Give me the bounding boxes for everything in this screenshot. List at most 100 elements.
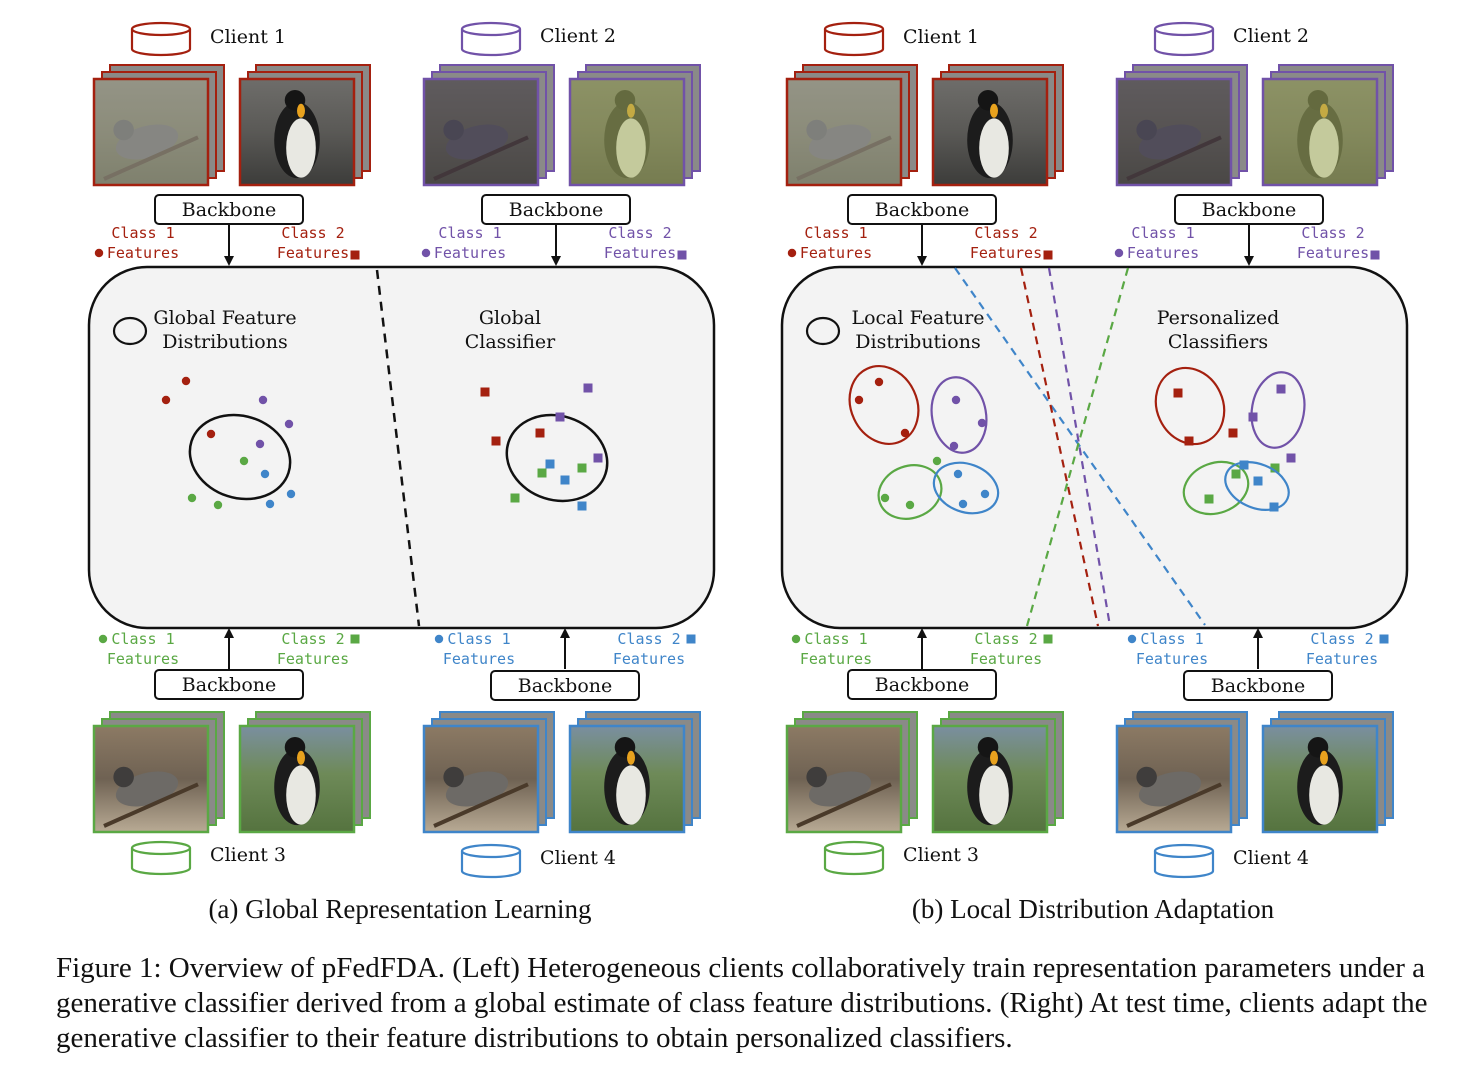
- panel-b-client-4-features-class2-marker: [1379, 634, 1389, 644]
- cylinder-top: [130, 21, 192, 37]
- global-feature-ellipse: [188, 413, 292, 501]
- panel-a-client-3-features-class2-title: Class 2: [281, 630, 344, 648]
- figure-caption: Figure 1: Overview of pFedFDA. (Left) He…: [56, 951, 1456, 1056]
- backbone-label: Backbone: [518, 675, 613, 697]
- personal-ellipse-blue: [1224, 461, 1290, 511]
- panel-a-client-4-features-class2-sub: Features: [613, 650, 685, 668]
- panel-a-client-1-features-class2-marker: [350, 250, 360, 260]
- panel-a-client-2-features-class2-title: Class 2: [608, 224, 671, 242]
- panel-b-client-4-features-class2-sub: Features: [1306, 650, 1378, 668]
- panel-a-client-2-features-class1-title: Class 1: [438, 224, 501, 242]
- panel-b-client-2-features-class1-title: Class 1: [1131, 224, 1194, 242]
- panel-b-client-1-features-class2-marker: [1043, 250, 1053, 260]
- panel-b-client-1-features-class2-sub: Features: [970, 244, 1042, 262]
- penguin-patch-shape: [297, 750, 305, 765]
- personal-prototype-point: [1253, 476, 1263, 486]
- panel-a-client-2-name: Client 2: [540, 25, 616, 47]
- image-frame: [568, 77, 686, 187]
- image-frame: [931, 77, 1049, 187]
- feature-point: [187, 493, 197, 503]
- image-frame: [92, 724, 210, 834]
- panel-a-client-4-image-2: [568, 711, 701, 834]
- local-feature-point: [874, 377, 884, 387]
- panel-b-client-1-features-class1-sub: Features: [800, 244, 872, 262]
- image-frame: [1115, 724, 1233, 834]
- panel-b-client-2-name: Client 2: [1233, 25, 1309, 47]
- panel-a-client-2-image-1: [422, 64, 555, 187]
- panel-a-client-1-database-icon: [130, 21, 192, 57]
- feature-point: [265, 499, 275, 509]
- cylinder-body: [823, 29, 885, 57]
- feature-point: [181, 376, 191, 386]
- panel-a-client-4-features-class2-marker: [686, 634, 696, 644]
- local-feature-point: [953, 469, 963, 479]
- panel-b-region: [780, 265, 1409, 630]
- penguin-patch-shape: [990, 750, 998, 765]
- panel-a-client-2-features-class2-marker: [677, 250, 687, 260]
- feature-point: [260, 469, 270, 479]
- local-feature-point: [854, 395, 864, 405]
- class-prototype-point: [560, 475, 570, 485]
- penguin-patch-shape: [627, 750, 635, 765]
- adaptation-line-purple: [1047, 267, 1112, 627]
- class-prototype-point: [577, 463, 587, 473]
- panel-b-client-1-image-1: [785, 64, 918, 187]
- cylinder-body: [1153, 29, 1215, 57]
- class-prototype-point: [593, 453, 603, 463]
- client-tint-overlay: [424, 79, 538, 185]
- panel-b-client-4-image-1: [1115, 711, 1248, 834]
- branch-shape: [103, 782, 199, 828]
- panel-a-client-3-features-class2-marker: [350, 634, 360, 644]
- class-prototype-point: [537, 468, 547, 478]
- panel-b-left-title-1: Local Feature: [851, 307, 984, 329]
- panel-a-client-2-features-class2-sub: Features: [604, 244, 676, 262]
- panel-a-client-1-features-class1-marker: [94, 248, 104, 258]
- personal-ellipse-green: [1182, 460, 1250, 516]
- personal-prototype-point: [1269, 502, 1279, 512]
- adaptation-line-red: [1019, 267, 1100, 627]
- panel-b-client-4-features-class1-title: Class 1: [1140, 630, 1203, 648]
- panel-b-client-4-name: Client 4: [1233, 847, 1309, 869]
- feature-point: [255, 439, 265, 449]
- panel-b-client-1-image-2: [931, 64, 1064, 187]
- image-frame: [931, 724, 1049, 834]
- branch-shape: [796, 782, 892, 828]
- image-frame: [1115, 77, 1233, 187]
- personal-prototype-point: [1173, 388, 1183, 398]
- local-feature-point: [951, 395, 961, 405]
- class-prototype-point: [480, 387, 490, 397]
- image-frame: [238, 77, 356, 187]
- client-tint-overlay: [94, 79, 208, 185]
- panel-b-client-4-features-class1-marker: [1127, 634, 1137, 644]
- backbone-label: Backbone: [182, 199, 277, 221]
- client-tint-overlay: [787, 79, 901, 185]
- backbone-label: Backbone: [875, 199, 970, 221]
- image-frame: [1261, 724, 1379, 834]
- adaptation-line-blue: [954, 267, 1206, 626]
- panel-b-client-1-features-class2-title: Class 2: [974, 224, 1037, 242]
- panel-a-client-4-features-class1-sub: Features: [443, 650, 515, 668]
- panel-a-client-3-image-2: [238, 711, 371, 834]
- class-prototype-point: [583, 383, 593, 393]
- adaptation-line-green: [1025, 267, 1130, 627]
- penguin-patch-shape: [297, 103, 305, 118]
- panel-b-right-title-2: Classifiers: [1168, 331, 1268, 353]
- bird-head-shape: [443, 766, 464, 788]
- panel-b-client-3-name: Client 3: [903, 844, 979, 866]
- image-frame: [785, 77, 903, 187]
- decision-boundary: [375, 269, 421, 627]
- backbone-label: Backbone: [1202, 199, 1297, 221]
- caption-label: Figure 1:: [56, 952, 162, 984]
- panel-a-region: [87, 265, 716, 630]
- feature-point: [284, 419, 294, 429]
- feature-point: [239, 456, 249, 466]
- image-frame: [92, 77, 210, 187]
- panel-b-client-3-features-class2-title: Class 2: [974, 630, 1037, 648]
- class-prototype-point: [545, 459, 555, 469]
- cylinder-top: [823, 840, 885, 856]
- personal-prototype-point: [1286, 453, 1296, 463]
- panel-a-client-3-features-class1-marker: [98, 634, 108, 644]
- local-feature-point: [980, 489, 990, 499]
- local-ellipse-blue: [932, 461, 1000, 515]
- personal-ellipse-purple: [1250, 371, 1306, 449]
